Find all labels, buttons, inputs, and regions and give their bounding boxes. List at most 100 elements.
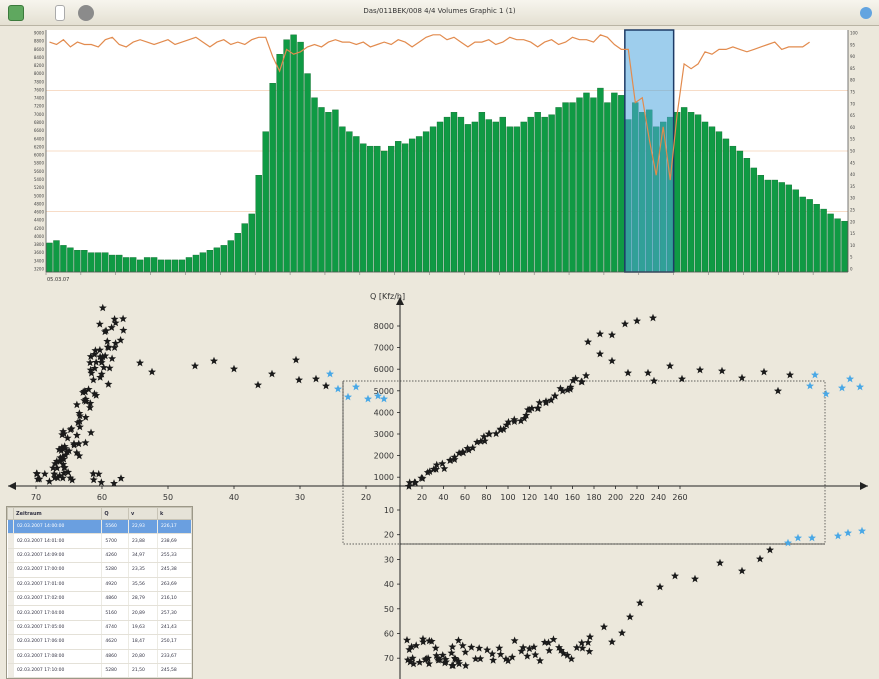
data-point [92, 391, 101, 399]
table-row[interactable]: 02.03.2007 14:01:00 5700 23,88 238,69 [7, 533, 192, 549]
data-point [596, 329, 604, 338]
y2-tick-label: 25 [850, 208, 856, 213]
column-header-k[interactable]: k [157, 507, 192, 520]
histogram-bar [192, 254, 200, 273]
data-point [99, 363, 108, 371]
data-point [59, 460, 68, 468]
y2-tick-label: 60 [850, 125, 856, 130]
row-header[interactable] [7, 591, 14, 607]
y2-tick-label: 85 [850, 66, 856, 71]
data-point [586, 632, 594, 641]
histogram-bar [206, 250, 214, 273]
data-point [838, 383, 846, 392]
data-point [98, 303, 107, 312]
y2-tick-label: 20 [850, 219, 856, 224]
data-point [566, 382, 575, 391]
histogram-bar [178, 259, 186, 273]
data-point [471, 654, 480, 663]
table-row[interactable]: 02.03.2007 14:00:00 5560 22,93 226,17 [7, 519, 192, 535]
table-row[interactable]: 02.03.2007 17:10:00 5280 21,50 245,58 [7, 663, 192, 678]
data-point [473, 438, 482, 446]
data-point [50, 473, 59, 482]
y-tick-label: 3200 [34, 267, 45, 272]
table-row[interactable]: 02.03.2007 17:05:00 4740 19,63 241,43 [7, 620, 192, 636]
y-tick-label: 4000 [34, 234, 45, 239]
data-point [403, 655, 412, 664]
column-header-v[interactable]: v [127, 507, 159, 520]
histogram-bar [332, 109, 339, 273]
table-row[interactable]: 02.03.2007 14:09:00 4260 34,97 255,33 [7, 548, 192, 564]
column-header-q[interactable]: Q [101, 507, 129, 520]
data-point [519, 643, 528, 651]
data-point [571, 374, 580, 382]
data-point [58, 452, 67, 461]
data-point [549, 635, 558, 643]
data-point [438, 459, 447, 468]
histogram-bar [562, 102, 569, 273]
data-point [600, 622, 608, 631]
table-cell: 5700 [101, 533, 129, 549]
histogram-bar [715, 131, 723, 273]
histogram-bar [53, 240, 60, 273]
data-point [666, 361, 674, 370]
table-cell: 02.03.2007 17:02:00 [13, 591, 103, 607]
data-point [596, 349, 604, 358]
data-point [374, 391, 382, 400]
y-tick-label: 6200 [34, 144, 45, 149]
table-row[interactable]: 02.03.2007 17:01:00 4920 35,56 263,69 [7, 577, 192, 592]
y2-tick-label: 0 [850, 267, 853, 272]
data-point [74, 418, 82, 426]
table-row[interactable]: 02.03.2007 17:02:00 4860 28,79 216,10 [7, 591, 192, 607]
data-point [45, 477, 54, 485]
table-cell: 02.03.2007 17:00:00 [13, 562, 103, 578]
histogram-bar [701, 121, 709, 273]
histogram-bar [290, 34, 297, 273]
table-cell: 238,69 [157, 533, 192, 549]
row-header[interactable] [7, 519, 14, 535]
y-tick-label: 7800 [34, 79, 45, 84]
row-header[interactable] [7, 577, 14, 592]
row-header[interactable] [7, 605, 14, 621]
table-row[interactable]: 02.03.2007 17:00:00 5280 23,35 245,38 [7, 562, 192, 578]
row-header[interactable] [7, 620, 14, 636]
data-point [110, 343, 119, 351]
data-point [476, 437, 485, 445]
data-point [81, 438, 90, 447]
histogram-bar [841, 220, 848, 273]
app-icon[interactable] [8, 5, 24, 21]
table-row[interactable]: 02.03.2007 17:08:00 4860 20,80 233,67 [7, 649, 192, 664]
help-icon[interactable] [860, 7, 872, 19]
row-header[interactable] [7, 562, 14, 578]
data-point [407, 642, 416, 651]
data-point [621, 319, 629, 328]
data-point [608, 356, 616, 365]
data-point [496, 650, 505, 658]
page-icon[interactable] [55, 5, 65, 21]
histogram-bar [269, 83, 276, 273]
table-row[interactable]: 02.03.2007 17:04:00 5160 20,89 257,30 [7, 605, 192, 621]
data-point [510, 417, 519, 425]
data-point [110, 315, 119, 323]
histogram-bar [492, 121, 500, 273]
column-header-zeitraum[interactable]: Zeitraum [12, 507, 103, 520]
data-point [808, 533, 816, 542]
row-header[interactable] [7, 634, 14, 650]
row-header[interactable] [7, 649, 14, 664]
data-point [559, 649, 568, 657]
data-point [75, 422, 84, 431]
data-table[interactable]: Zeitraum Q v k 02.03.2007 14:00:00 5560 22… [6, 506, 193, 679]
row-header[interactable] [7, 548, 14, 564]
table-row[interactable]: 02.03.2007 17:06:00 4620 18,47 250,17 [7, 634, 192, 650]
histogram-bar [569, 102, 576, 273]
settings-icon[interactable] [78, 5, 94, 21]
table-cell: 34,97 [128, 548, 159, 564]
histogram-bar [129, 257, 137, 273]
row-header[interactable] [7, 533, 14, 549]
table-cell: 28,79 [128, 591, 159, 607]
selection-range[interactable] [624, 29, 675, 273]
table-cell: 233,67 [157, 649, 192, 664]
data-point [58, 473, 67, 482]
y-tick-label: 7400 [34, 96, 45, 101]
y-tick-label: 3600 [34, 250, 45, 255]
row-header[interactable] [7, 663, 14, 678]
